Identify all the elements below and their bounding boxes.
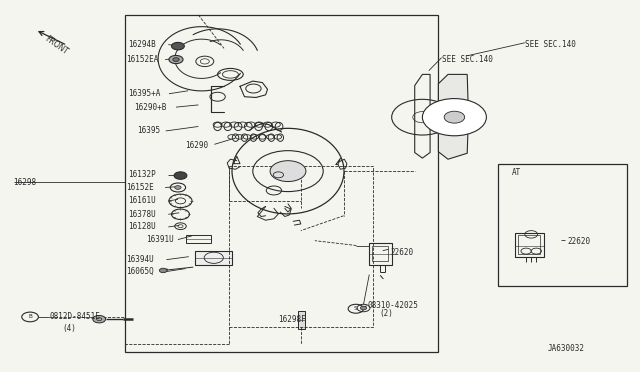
- Circle shape: [93, 315, 106, 323]
- Bar: [372, 246, 388, 261]
- Text: 16395+A: 16395+A: [128, 89, 161, 98]
- Text: 16290+B: 16290+B: [134, 103, 167, 112]
- Text: 16394U: 16394U: [126, 255, 154, 264]
- Text: 16378U: 16378U: [128, 210, 156, 219]
- Text: 22620: 22620: [567, 237, 590, 246]
- Text: 16395: 16395: [138, 126, 161, 135]
- Text: 16065Q: 16065Q: [126, 267, 154, 276]
- Bar: [186, 235, 211, 243]
- Text: 16294B: 16294B: [128, 40, 156, 49]
- Bar: [125, 15, 438, 352]
- Bar: [515, 232, 544, 257]
- Text: 16298F: 16298F: [278, 315, 306, 324]
- Text: FRONT: FRONT: [44, 34, 70, 57]
- Bar: [369, 243, 392, 265]
- Bar: [518, 235, 540, 254]
- Text: 08310-42025: 08310-42025: [368, 301, 419, 310]
- Bar: [498, 164, 627, 286]
- Text: S: S: [354, 306, 358, 311]
- Circle shape: [169, 55, 183, 64]
- Text: (2): (2): [379, 309, 393, 318]
- Text: 16128U: 16128U: [128, 222, 156, 231]
- Circle shape: [175, 186, 181, 189]
- Text: SEE SEC.140: SEE SEC.140: [442, 55, 492, 64]
- Text: SEE SEC.140: SEE SEC.140: [525, 40, 575, 49]
- Circle shape: [174, 172, 187, 179]
- Text: 16290: 16290: [186, 141, 209, 150]
- Bar: [229, 166, 373, 327]
- Text: 16132P: 16132P: [128, 170, 156, 179]
- Text: 22620: 22620: [390, 248, 413, 257]
- Text: 16161U: 16161U: [128, 196, 156, 205]
- Circle shape: [444, 111, 465, 123]
- Text: JA630032: JA630032: [547, 344, 584, 353]
- Text: AT: AT: [512, 169, 521, 177]
- Circle shape: [173, 58, 179, 61]
- Circle shape: [270, 161, 306, 182]
- Bar: [195, 251, 232, 265]
- Circle shape: [422, 99, 486, 136]
- Text: 0812D-8451E: 0812D-8451E: [50, 312, 100, 321]
- Text: 16152E: 16152E: [126, 183, 154, 192]
- Text: B: B: [28, 314, 32, 320]
- Circle shape: [360, 306, 367, 310]
- Text: 16391U: 16391U: [146, 235, 173, 244]
- Polygon shape: [438, 74, 468, 159]
- Text: 16152EA: 16152EA: [126, 55, 159, 64]
- Text: (4): (4): [62, 324, 76, 333]
- Circle shape: [172, 42, 184, 50]
- Circle shape: [159, 268, 167, 273]
- Text: 16298: 16298: [13, 178, 36, 187]
- Bar: [298, 311, 305, 329]
